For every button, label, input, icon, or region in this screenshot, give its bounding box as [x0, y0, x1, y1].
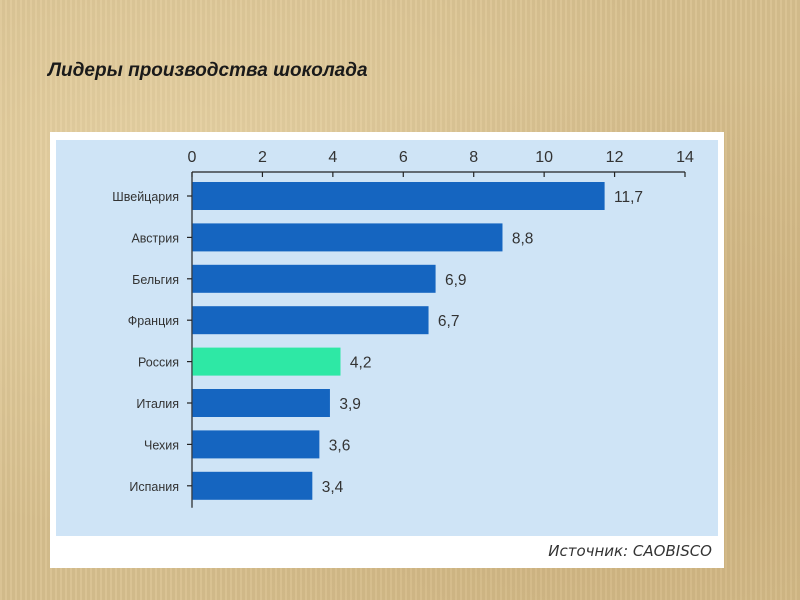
x-tick-label: 12: [606, 149, 624, 166]
value-label: 4,2: [350, 355, 372, 372]
x-tick-label: 6: [399, 149, 408, 166]
source-caption: Источник: CAOBISCO: [548, 542, 712, 560]
x-tick-label: 10: [535, 149, 553, 166]
bar: [192, 264, 436, 293]
value-label: 11,7: [614, 189, 643, 206]
category-label: Франция: [128, 314, 179, 328]
category-label: Австрия: [131, 231, 179, 245]
bar: [192, 306, 429, 335]
x-tick-label: 2: [258, 149, 267, 166]
x-axis: 0 2 4 6 8 10 12 14: [188, 149, 694, 508]
category-label: Россия: [138, 356, 179, 370]
bars: Швейцария 11,7 Австрия 8,8 Бельгия 6,9 Франция…: [112, 182, 643, 500]
bar: [192, 389, 330, 417]
category-label: Испания: [129, 480, 179, 494]
x-tick-label: 8: [469, 149, 478, 166]
bar: [192, 182, 605, 210]
x-tick-label: 0: [188, 149, 197, 166]
value-label: 6,9: [445, 272, 467, 289]
value-label: 3,4: [322, 479, 344, 496]
x-tick-label: 14: [676, 149, 694, 166]
slide-title: Лидеры производства шоколада: [48, 60, 368, 81]
value-label: 3,9: [339, 396, 361, 413]
bar: [192, 471, 313, 500]
bar-highlight: [192, 347, 341, 376]
chart-card: 0 2 4 6 8 10 12 14 Швейцария 11,7 Австрия 8,8 Бельг…: [50, 132, 724, 568]
bar: [192, 223, 503, 252]
category-label: Бельгия: [132, 273, 179, 287]
category-label: Чехия: [144, 438, 179, 452]
bar: [192, 430, 320, 459]
value-label: 6,7: [438, 313, 460, 330]
bar-chart: 0 2 4 6 8 10 12 14 Швейцария 11,7 Австрия 8,8 Бельг…: [56, 140, 718, 536]
category-label: Италия: [136, 397, 179, 411]
x-tick-label: 4: [328, 149, 337, 166]
category-label: Швейцария: [112, 190, 179, 204]
value-label: 3,6: [329, 437, 351, 454]
value-label: 8,8: [512, 230, 534, 247]
